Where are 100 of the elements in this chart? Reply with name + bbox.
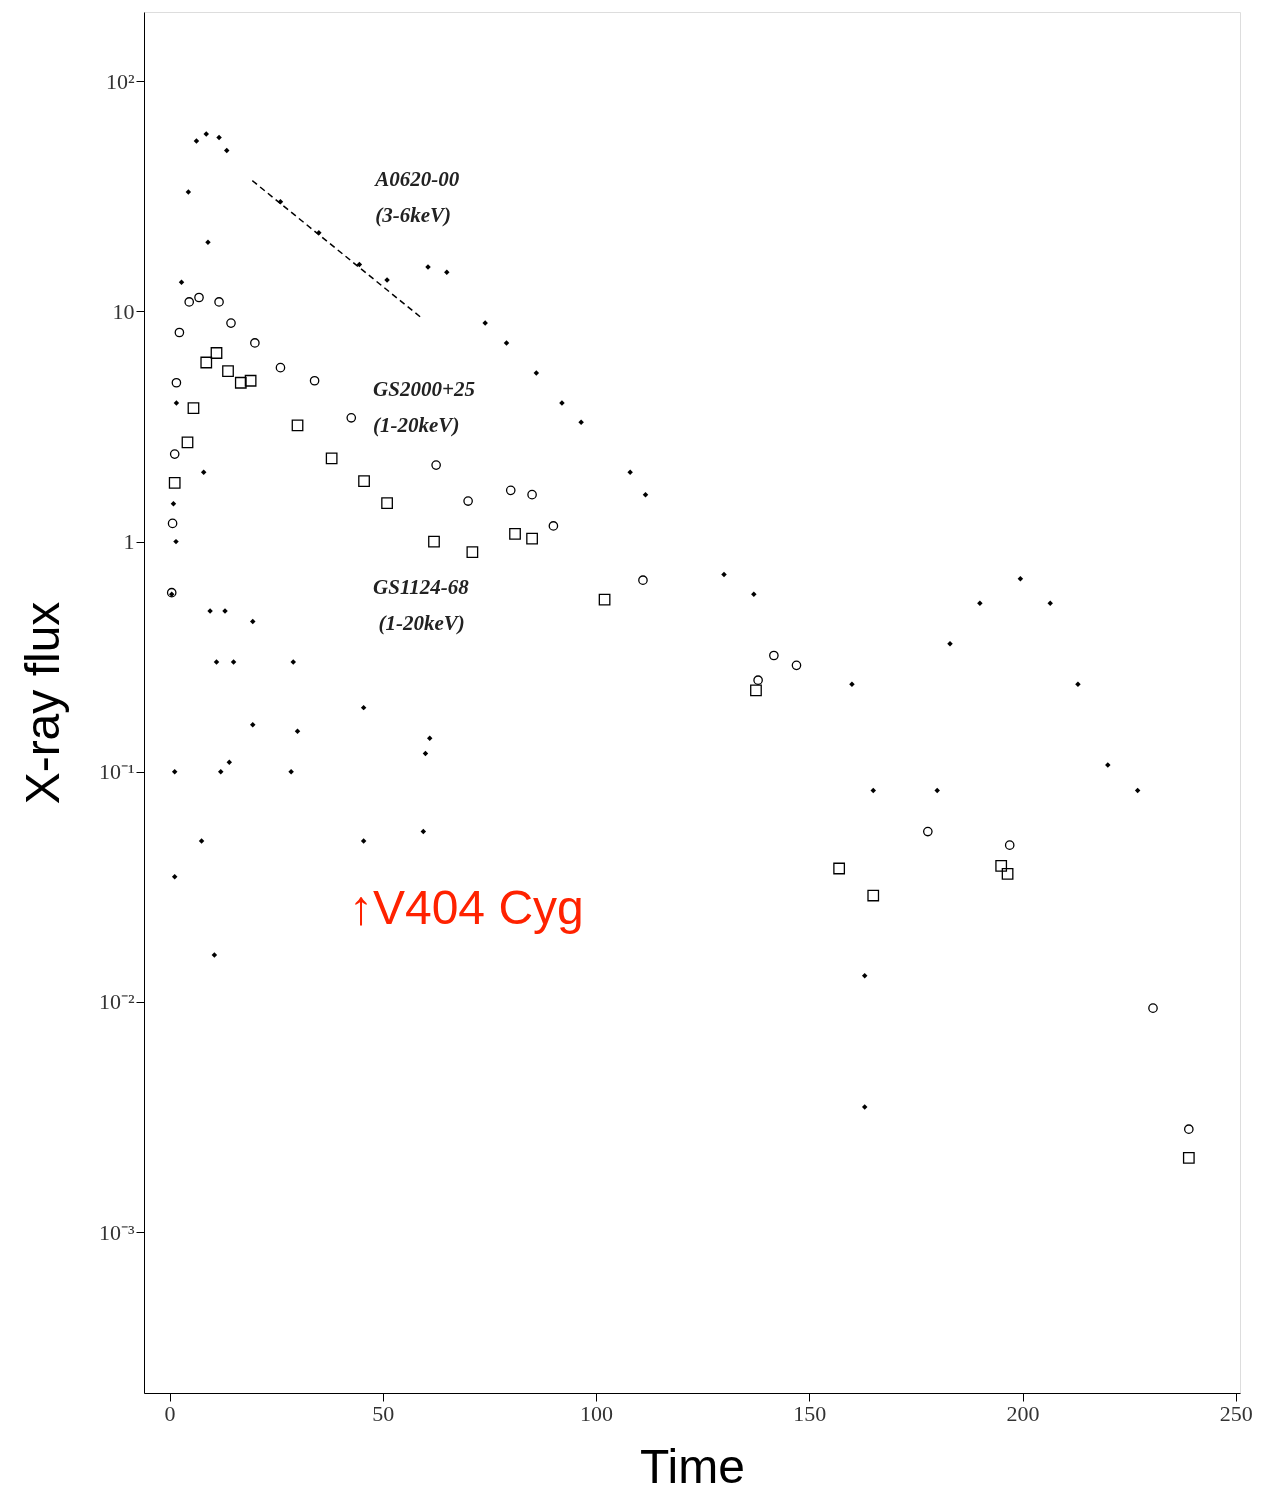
y-tick-label: 10⁻² xyxy=(98,989,135,1015)
point xyxy=(849,681,855,688)
point xyxy=(200,356,213,369)
annotation: ↑V404 Cyg xyxy=(348,880,584,934)
point xyxy=(275,362,286,373)
x-tick-label: 200 xyxy=(1006,1400,1040,1426)
point xyxy=(381,497,393,509)
point xyxy=(210,347,223,359)
point xyxy=(234,376,247,389)
annotation: (1-20keV) xyxy=(378,610,465,635)
y-tick-label: 1 xyxy=(123,529,135,555)
point xyxy=(1001,868,1014,880)
point xyxy=(213,659,220,665)
point xyxy=(194,292,204,303)
x-tick-label: 100 xyxy=(580,1400,614,1426)
point xyxy=(934,787,940,794)
annotation: GS1124-68 xyxy=(373,574,470,599)
x-axis-title: Time xyxy=(640,1439,745,1493)
point xyxy=(200,469,207,476)
point xyxy=(721,571,727,578)
point xyxy=(171,769,178,775)
point xyxy=(178,279,185,285)
y-tick-label: 10 xyxy=(112,298,135,324)
point xyxy=(1148,1003,1158,1013)
point xyxy=(923,826,933,837)
point xyxy=(578,419,584,426)
point xyxy=(185,189,192,195)
point xyxy=(947,641,953,647)
point xyxy=(466,546,479,559)
point xyxy=(167,518,178,529)
point xyxy=(294,728,301,734)
point xyxy=(358,475,370,488)
point xyxy=(173,538,179,545)
annotation: A0620-00 xyxy=(373,167,460,192)
point xyxy=(187,402,200,415)
point xyxy=(833,862,846,875)
point xyxy=(870,787,876,794)
point xyxy=(174,327,185,338)
point xyxy=(250,722,256,728)
point xyxy=(170,501,177,507)
point xyxy=(861,972,868,979)
y-tick-label: 10⁻³ xyxy=(98,1219,135,1245)
point xyxy=(1047,600,1053,606)
point xyxy=(431,460,441,470)
point xyxy=(533,370,540,376)
point xyxy=(750,684,762,697)
point xyxy=(428,535,440,548)
point xyxy=(598,593,611,606)
point xyxy=(769,650,779,661)
point xyxy=(751,591,757,598)
point xyxy=(1017,575,1024,582)
point xyxy=(169,449,180,459)
point xyxy=(222,365,234,378)
y-axis-title: X-ray flux xyxy=(15,601,69,805)
point xyxy=(426,735,433,741)
point xyxy=(638,575,648,585)
point xyxy=(463,496,473,506)
point xyxy=(171,377,182,388)
point xyxy=(346,413,357,423)
point xyxy=(184,297,195,307)
annotation: GS2000+25 xyxy=(373,377,475,402)
point xyxy=(1004,840,1015,850)
point xyxy=(250,618,256,625)
point xyxy=(226,318,236,328)
point xyxy=(505,485,516,496)
annotation: (1-20keV) xyxy=(373,413,460,438)
point xyxy=(198,838,205,844)
point xyxy=(444,269,450,275)
point xyxy=(290,659,296,665)
x-tick-label: 50 xyxy=(372,1400,395,1426)
point xyxy=(509,528,521,540)
point xyxy=(1182,1152,1195,1164)
point xyxy=(230,659,237,665)
point xyxy=(753,675,763,686)
point xyxy=(527,489,537,500)
point xyxy=(977,600,983,606)
point xyxy=(309,375,320,386)
point xyxy=(244,374,257,387)
point xyxy=(503,340,510,346)
point xyxy=(791,660,802,671)
point xyxy=(325,452,338,465)
point xyxy=(1075,681,1081,688)
point xyxy=(173,400,180,406)
y-tick-label: 10⁻¹ xyxy=(98,759,135,785)
point xyxy=(1183,1124,1194,1135)
point xyxy=(193,138,200,144)
point xyxy=(214,297,224,307)
point xyxy=(211,952,218,958)
point xyxy=(168,476,181,489)
point xyxy=(861,1104,868,1110)
point xyxy=(291,419,304,432)
point xyxy=(216,134,222,141)
point xyxy=(548,521,559,531)
x-tick-label: 150 xyxy=(793,1400,827,1426)
point xyxy=(171,873,178,880)
point xyxy=(218,769,224,775)
point xyxy=(526,532,538,545)
point xyxy=(166,587,177,598)
annotation: (3-6keV) xyxy=(375,203,452,228)
point xyxy=(226,759,233,765)
